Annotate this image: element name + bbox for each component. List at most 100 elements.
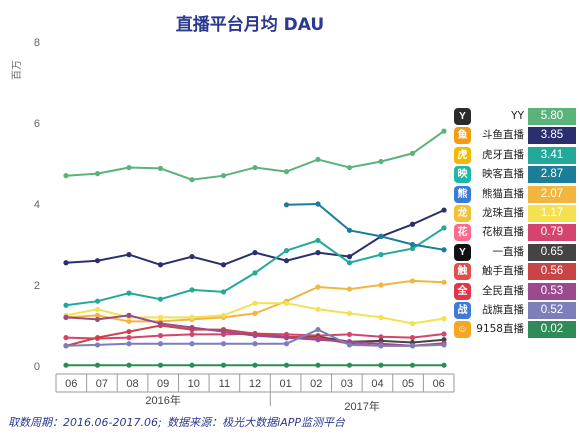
data-point: [409, 245, 416, 252]
legend-value-badge: 1.17: [528, 205, 576, 222]
footer-note: 取数周期：2016.06-2017.06; 数据来源：极光大数据iAPP监测平台: [8, 414, 347, 430]
data-point: [283, 362, 290, 368]
series-2: [63, 225, 447, 308]
data-point: [220, 173, 227, 179]
data-point: [346, 286, 353, 292]
legend-value-badge: 0.79: [528, 224, 576, 242]
data-point: [94, 306, 101, 312]
y-tick-label: 4: [34, 199, 40, 211]
chushou-app-icon: 触: [454, 263, 471, 281]
legend-item: 鱼斗鱼直播 3.85: [454, 127, 578, 146]
data-point: [189, 177, 195, 183]
legend-item: Y 一直播 0.65: [454, 243, 578, 263]
data-point: [189, 254, 195, 260]
data-point: [346, 362, 353, 368]
data-point: [94, 316, 101, 323]
legend-item: 战战旗直播 0.52: [454, 302, 578, 321]
legend-item: 熊熊猫直播 2.07: [454, 185, 578, 205]
data-point: [220, 312, 227, 318]
data-point: [94, 171, 101, 177]
panda-app-icon: 熊: [454, 185, 471, 203]
legend-item: 触触手直播 0.56: [454, 263, 578, 282]
data-point: [409, 343, 416, 349]
x-tick-label: 01: [279, 378, 291, 390]
data-point: [63, 362, 69, 368]
legend-label: 熊猫直播: [482, 187, 524, 200]
data-point: [189, 362, 195, 368]
data-point: [252, 270, 258, 276]
legend-label: 9158直播: [476, 323, 524, 336]
longzhu-app-icon: 龙: [454, 205, 471, 222]
huajiao-app-icon: 花: [454, 224, 471, 242]
data-point: [441, 207, 447, 213]
data-point: [441, 279, 447, 285]
data-point: [157, 362, 164, 368]
data-point: [315, 306, 321, 312]
data-point: [315, 337, 321, 343]
data-point: [189, 324, 195, 331]
legend-label: 虎牙直播: [482, 148, 524, 161]
data-point: [94, 298, 101, 304]
data-point: [157, 296, 164, 302]
data-point: [378, 233, 384, 239]
legend-label: 斗鱼直播: [482, 129, 524, 142]
chart-series: [63, 128, 447, 368]
data-point: [315, 362, 321, 368]
data-point: [126, 341, 132, 347]
data-point: [409, 221, 416, 227]
y-tick-label: 0: [34, 361, 40, 373]
data-point: [252, 310, 258, 316]
series-10: [63, 326, 447, 349]
year-label-2016: 2016年: [145, 393, 180, 407]
y-tick-label: 8: [34, 37, 40, 49]
data-point: [63, 173, 69, 179]
legend-item: 龙龙珠直播 1.17: [454, 205, 578, 224]
huya-app-icon: 虎: [454, 146, 471, 164]
data-point: [315, 237, 321, 244]
data-point: [346, 331, 353, 338]
data-point: [378, 362, 384, 368]
legend-label: 映客直播: [482, 168, 524, 181]
legend-label: 战旗直播: [482, 304, 524, 316]
legend-item: ☺ 9158直播 0.02: [454, 321, 578, 340]
series-line: [286, 202, 445, 251]
x-tick-label: 08: [126, 378, 138, 390]
legend-label: YY: [511, 110, 524, 122]
data-point: [252, 250, 258, 256]
x-tick-label: 06: [433, 378, 445, 390]
data-point: [126, 252, 132, 258]
data-point: [315, 201, 321, 207]
data-point: [378, 282, 384, 288]
data-point: [409, 335, 416, 341]
data-point: [441, 342, 447, 348]
legend-item: 花花椒直播 0.79: [454, 224, 578, 243]
legend-value-badge: 3.85: [528, 127, 576, 145]
data-point: [220, 362, 227, 368]
data-point: [189, 331, 195, 338]
data-point: [94, 312, 101, 318]
series-11: [63, 362, 447, 368]
data-point: [63, 314, 69, 320]
legend-value-badge: 3.41: [528, 146, 576, 164]
data-point: [378, 314, 384, 320]
zhanqi-app-icon: 战: [454, 302, 471, 319]
data-point: [283, 335, 290, 341]
series-3: [283, 201, 447, 253]
footer-source: 数据来源：极光大数据iAPP监测平台: [167, 416, 346, 429]
x-tick-label: 11: [219, 378, 230, 390]
data-point: [315, 284, 321, 290]
x-tick-label: 04: [371, 378, 383, 390]
data-point: [126, 312, 132, 318]
legend-value-badge: 5.80: [528, 108, 576, 125]
data-point: [315, 250, 321, 256]
data-point: [378, 158, 384, 165]
year-label-2017: 2017年: [344, 399, 379, 413]
data-point: [63, 302, 69, 308]
data-point: [189, 287, 195, 293]
data-point: [283, 202, 290, 208]
data-point: [409, 362, 416, 368]
data-point: [126, 328, 132, 335]
legend-value-badge: 0.65: [528, 243, 576, 261]
data-point: [315, 326, 321, 333]
